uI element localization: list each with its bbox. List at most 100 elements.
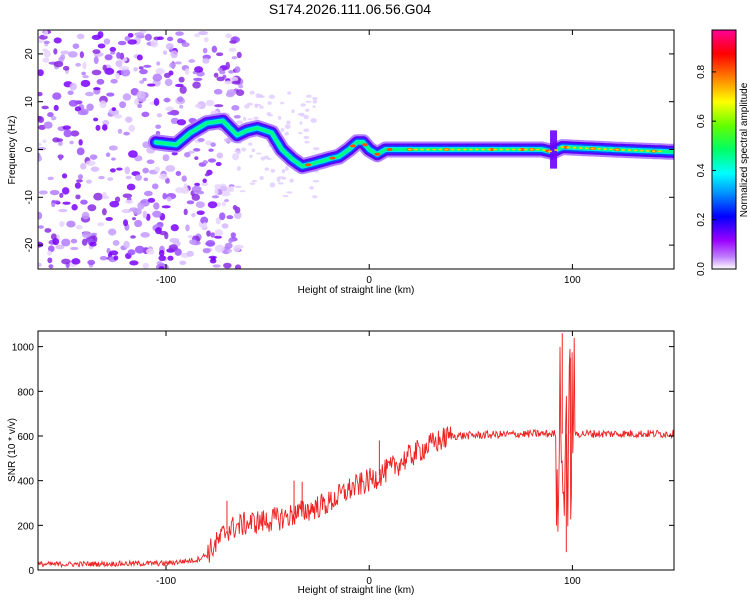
y-tick-label: 0 — [28, 566, 34, 577]
spectrogram-noise-blob — [58, 154, 63, 161]
spectrogram-noise-blob — [123, 131, 130, 136]
spectrogram-noise-blob — [236, 166, 241, 171]
spectrogram-noise-blob — [69, 140, 74, 145]
spectrogram-noise-blob — [286, 191, 293, 194]
spectrogram-noise-blob — [125, 116, 133, 123]
spectrogram-core — [566, 146, 571, 149]
spectrogram-hot-spot — [362, 143, 369, 147]
spectrogram-noise-blob — [38, 262, 42, 268]
spectrogram-noise-blob — [305, 108, 310, 112]
spectrogram-noise-blob — [38, 225, 45, 229]
spectrogram-noise-blob — [234, 66, 241, 73]
spectrogram-noise-blob — [97, 31, 104, 39]
spectrogram-noise-blob — [249, 154, 253, 159]
spectrogram-noise-blob — [175, 171, 182, 176]
spectrogram-noise-blob — [117, 40, 127, 46]
spectrogram-noise-blob — [155, 124, 162, 129]
spectrogram-noise-blob — [125, 175, 132, 180]
spectrogram-noise-blob — [300, 103, 306, 107]
spectrogram-noise-blob — [105, 152, 111, 158]
spectrogram-noise-blob — [134, 174, 142, 181]
spectrogram-noise-blob — [205, 239, 216, 247]
snr-marks — [38, 333, 674, 569]
spectrogram-noise-blob — [89, 241, 97, 247]
spectrogram-y-label: Frequency (Hz) — [7, 116, 18, 185]
spectrogram-noise-blob — [166, 36, 174, 42]
spectrogram-noise-blob — [141, 111, 150, 118]
spectrogram-noise-blob — [42, 57, 50, 63]
spectrogram-noise-blob — [81, 211, 90, 220]
spectrogram-core — [572, 146, 577, 149]
spectrogram-noise-blob — [187, 235, 194, 239]
spectrogram-noise-blob — [123, 219, 129, 227]
spectrogram-noise-blob — [139, 80, 145, 84]
spectrogram-noise-blob — [202, 248, 211, 254]
spectrogram-noise-blob — [178, 76, 185, 83]
x-tick-label: -100 — [156, 576, 176, 587]
spectrogram-noise-blob — [163, 97, 171, 103]
spectrogram-noise-blob — [158, 255, 166, 262]
spectrogram-noise-blob — [312, 105, 316, 108]
spectrogram-noise-blob — [268, 94, 275, 99]
spectrogram-noise-blob — [163, 72, 171, 79]
spectrogram-noise-blob — [136, 90, 146, 99]
spectrogram-noise-blob — [142, 167, 149, 174]
spectrogram-noise-blob — [153, 98, 160, 106]
spectrogram-noise-blob — [80, 199, 88, 205]
spectrogram-noise-blob — [194, 156, 199, 161]
spectrogram-noise-blob — [105, 216, 113, 221]
spectrogram-noise-blob — [214, 184, 223, 190]
spectrogram-noise-blob — [175, 31, 184, 36]
spectrogram-noise-blob — [309, 186, 315, 190]
spectrogram-noise-blob — [87, 204, 97, 212]
spectrogram-noise-blob — [107, 228, 117, 236]
spectrogram-noise-blob — [91, 69, 102, 76]
colorbar-tick-label: 0.2 — [696, 212, 707, 226]
spectrogram-noise-blob — [76, 33, 85, 40]
spectrogram-noise-blob — [134, 155, 143, 162]
spectrogram-core — [645, 149, 650, 152]
spectrogram-noise-blob — [282, 194, 289, 198]
spectrogram-noise-blob — [221, 191, 231, 197]
spectrogram-noise-blob — [108, 145, 118, 151]
spectrogram-noise-blob — [38, 142, 42, 147]
spectrogram-noise-blob — [242, 116, 247, 121]
spectrogram-noise-blob — [132, 217, 137, 221]
spectrogram-x-label: Height of straight line (km) — [298, 285, 415, 296]
spectrogram-noise-blob — [139, 69, 148, 75]
spectrogram-noise-blob — [68, 99, 79, 107]
spectrogram-core — [493, 148, 498, 151]
spectrogram-noise-blob — [228, 70, 235, 74]
spectrogram-noise-blob — [82, 75, 89, 79]
spectrogram-noise-blob — [153, 202, 160, 210]
spectrogram-noise-blob — [137, 201, 145, 210]
spectrogram-noise-blob — [196, 210, 205, 216]
spectrogram-noise-blob — [102, 191, 107, 199]
spectrogram-noise-blob — [158, 249, 165, 257]
spectrogram-noise-blob — [213, 72, 219, 78]
spectrogram-core — [584, 147, 589, 150]
spectrogram-noise-blob — [239, 190, 246, 193]
spectrogram-noise-blob — [235, 89, 245, 96]
spectrogram-noise-blob — [82, 61, 87, 70]
spectrogram-noise-blob — [156, 113, 163, 118]
spectrogram-noise-blob — [191, 185, 202, 193]
spectrogram-noise-blob — [155, 227, 162, 235]
spectrogram-noise-blob — [75, 194, 81, 200]
spectrogram-noise-blob — [79, 51, 85, 59]
spectrogram-noise-blob — [146, 248, 155, 255]
spectrogram-noise-blob — [53, 37, 62, 44]
colorbar-ticks: 0.0 0.2 0.4 0.6 0.8 — [696, 64, 716, 276]
spectrogram-noise-blob — [129, 260, 139, 266]
spectrogram-noise-blob — [214, 229, 223, 237]
spectrogram-noise-blob — [229, 185, 235, 192]
spectrogram-noise-blob — [234, 211, 242, 220]
spectrogram-noise-blob — [210, 232, 215, 238]
spectrogram-noise-blob — [86, 103, 94, 111]
spectrogram-noise-blob — [111, 107, 117, 112]
spectrogram-core — [517, 148, 522, 151]
snr-series-line — [38, 337, 674, 569]
spectrogram-noise-blob — [223, 262, 232, 269]
spectrogram-noise-blob — [214, 244, 225, 253]
spectrogram-core — [560, 146, 565, 149]
